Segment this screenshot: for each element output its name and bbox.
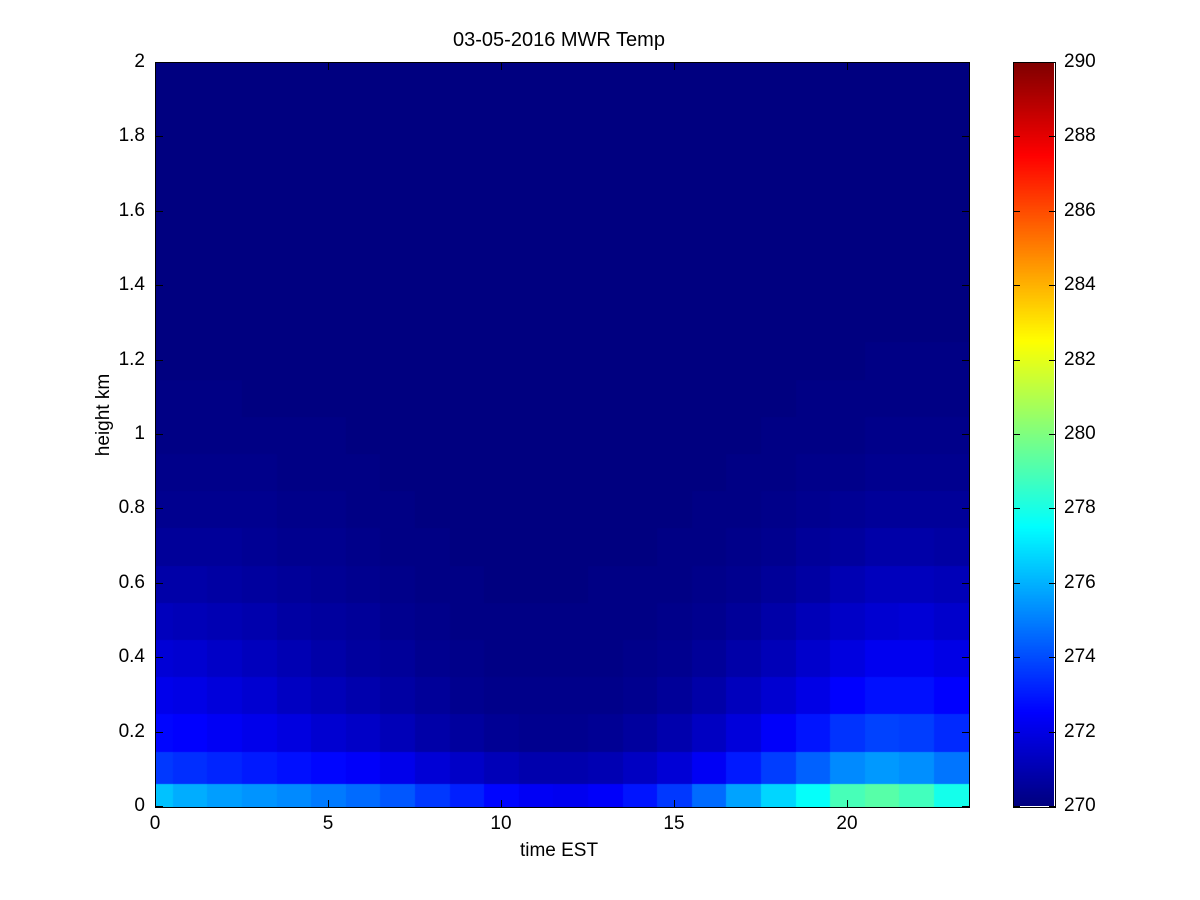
colorbar-tick-mark-right <box>1049 211 1055 212</box>
y-tick-mark <box>156 136 163 137</box>
y-tick-label: 0.2 <box>118 721 145 742</box>
y-tick-label: 0.4 <box>118 646 145 667</box>
y-tick-mark-right <box>962 285 969 286</box>
colorbar-tick-mark-right <box>1049 508 1055 509</box>
heatmap-axes <box>155 62 970 808</box>
y-tick-mark <box>156 657 163 658</box>
y-tick-mark <box>156 211 163 212</box>
colorbar-tick-mark-right <box>1049 732 1055 733</box>
colorbar-tick-label: 278 <box>1064 497 1096 518</box>
colorbar-tick-mark-right <box>1049 434 1055 435</box>
y-tick-mark <box>156 583 163 584</box>
y-tick-label: 1.8 <box>118 125 145 146</box>
y-tick-mark-right <box>962 136 969 137</box>
colorbar-tick-mark-right <box>1049 806 1055 807</box>
y-tick-label: 0.6 <box>118 572 145 593</box>
colorbar-tick-mark <box>1014 285 1020 286</box>
colorbar-tick-mark <box>1014 136 1020 137</box>
colorbar-tick-mark-right <box>1049 360 1055 361</box>
x-tick-label: 5 <box>322 813 334 834</box>
x-tick-label: 20 <box>836 813 858 834</box>
y-tick-label: 0 <box>134 795 145 816</box>
x-tick-mark <box>674 800 675 807</box>
y-tick-mark <box>156 360 163 361</box>
y-tick-label: 1 <box>134 423 145 444</box>
y-tick-mark <box>156 285 163 286</box>
y-axis-title: height km <box>93 373 114 457</box>
colorbar-tick-label: 280 <box>1064 423 1096 444</box>
y-tick-mark <box>156 62 163 63</box>
x-tick-mark <box>155 800 156 807</box>
y-tick-mark-right <box>962 583 969 584</box>
x-tick-mark <box>501 800 502 807</box>
y-tick-label: 0.8 <box>118 497 145 518</box>
y-tick-mark-right <box>962 508 969 509</box>
x-tick-mark <box>847 800 848 807</box>
y-tick-mark-right <box>962 360 969 361</box>
y-tick-label: 1.4 <box>118 274 145 295</box>
colorbar-tick-mark <box>1014 657 1020 658</box>
colorbar-tick-label: 288 <box>1064 125 1096 146</box>
colorbar-tick-mark <box>1014 732 1020 733</box>
y-tick-mark <box>156 806 163 807</box>
x-tick-mark-top <box>155 63 156 70</box>
y-tick-mark-right <box>962 62 969 63</box>
x-tick-mark-top <box>847 63 848 70</box>
y-tick-mark <box>156 732 163 733</box>
y-tick-label: 1.2 <box>118 349 145 370</box>
x-tick-mark-top <box>674 63 675 70</box>
heatmap-image <box>156 63 969 807</box>
y-tick-label: 1.6 <box>118 200 145 221</box>
x-axis-title: time EST <box>519 840 599 861</box>
y-tick-mark-right <box>962 806 969 807</box>
x-tick-mark-top <box>328 63 329 70</box>
x-tick-mark <box>328 800 329 807</box>
colorbar-tick-label: 276 <box>1064 572 1096 593</box>
colorbar-tick-mark <box>1014 62 1020 63</box>
colorbar-tick-label: 284 <box>1064 274 1096 295</box>
colorbar-tick-mark-right <box>1049 136 1055 137</box>
y-tick-mark-right <box>962 211 969 212</box>
colorbar-tick-mark <box>1014 508 1020 509</box>
colorbar-tick-label: 270 <box>1064 795 1096 816</box>
y-tick-mark-right <box>962 657 969 658</box>
colorbar-tick-label: 274 <box>1064 646 1096 667</box>
colorbar-tick-mark <box>1014 806 1020 807</box>
y-tick-label: 2 <box>134 51 145 72</box>
y-tick-mark-right <box>962 434 969 435</box>
x-tick-label: 0 <box>149 813 161 834</box>
y-tick-mark-right <box>962 732 969 733</box>
colorbar-tick-mark-right <box>1049 285 1055 286</box>
colorbar-tick-mark-right <box>1049 62 1055 63</box>
x-tick-label: 10 <box>490 813 512 834</box>
colorbar-tick-label: 282 <box>1064 349 1096 370</box>
colorbar-tick-label: 286 <box>1064 200 1096 221</box>
page-title: 03-05-2016 MWR Temp <box>453 29 665 51</box>
x-tick-mark-top <box>501 63 502 70</box>
colorbar-tick-mark <box>1014 434 1020 435</box>
colorbar-tick-label: 272 <box>1064 721 1096 742</box>
colorbar-tick-mark <box>1014 360 1020 361</box>
colorbar-tick-label: 290 <box>1064 51 1096 72</box>
colorbar-tick-mark-right <box>1049 583 1055 584</box>
y-tick-mark <box>156 508 163 509</box>
y-tick-mark <box>156 434 163 435</box>
x-tick-label: 15 <box>663 813 685 834</box>
colorbar-tick-mark-right <box>1049 657 1055 658</box>
colorbar-tick-mark <box>1014 583 1020 584</box>
colorbar-tick-mark <box>1014 211 1020 212</box>
